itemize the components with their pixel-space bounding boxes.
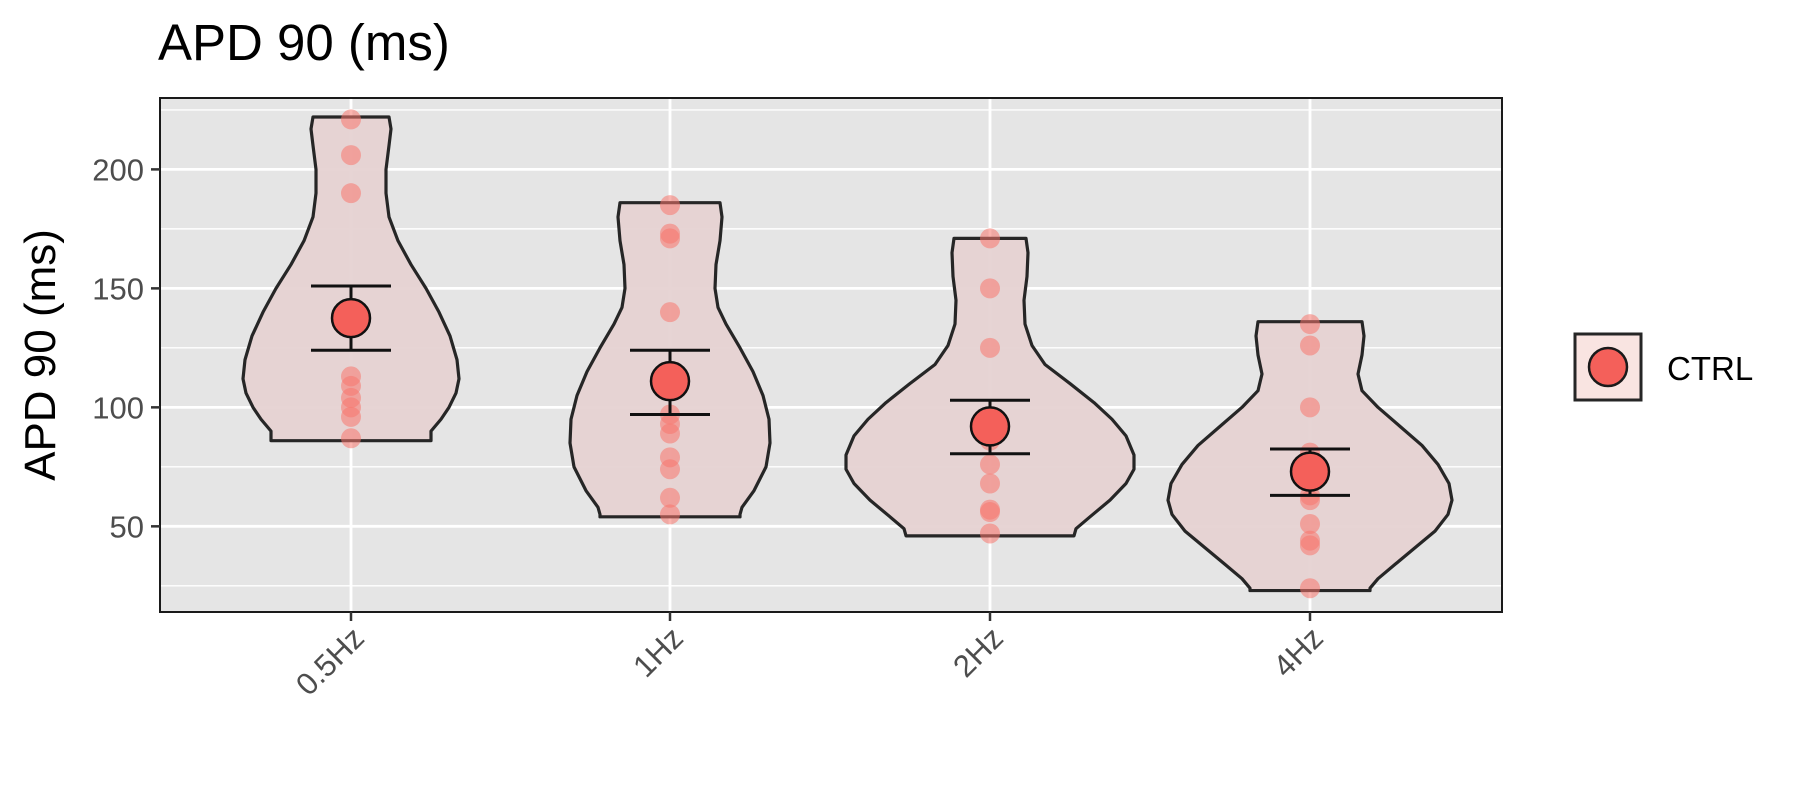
data-point (1300, 314, 1320, 335)
y-tick-label: 100 (92, 390, 144, 425)
data-point (660, 423, 680, 444)
plot-border (159, 97, 1503, 613)
mean-point (969, 406, 1011, 447)
chart-title: APD 90 (ms) (158, 14, 450, 71)
mean-error-bars (311, 284, 1350, 497)
mean-point (649, 360, 691, 402)
data-point (980, 473, 1000, 494)
y-tick-label: 150 (92, 271, 144, 306)
data-point (660, 504, 680, 525)
data-point (660, 487, 680, 508)
data-point (341, 183, 361, 204)
x-tick-label: 4Hz (1266, 620, 1330, 684)
legend-label-ctrl: CTRL (1667, 350, 1753, 387)
data-point (1300, 397, 1320, 418)
data-point (341, 428, 361, 449)
data-point (980, 523, 1000, 544)
data-point (660, 302, 680, 323)
data-point (341, 145, 361, 166)
data-points (341, 109, 1320, 599)
legend: CTRL (1573, 332, 1753, 402)
x-tick-label: 1Hz (626, 620, 690, 684)
data-point (1300, 513, 1320, 534)
data-point (341, 109, 361, 130)
data-point (1300, 578, 1320, 599)
data-point (980, 228, 1000, 249)
y-tick-label: 50 (110, 509, 144, 544)
data-point (980, 502, 1000, 523)
x-tick-label: 2Hz (946, 620, 1010, 684)
data-point (660, 228, 680, 249)
data-point (1300, 335, 1320, 356)
violin-0.5Hz (241, 115, 461, 443)
legend-key-point (1587, 346, 1629, 388)
mean-point (330, 297, 372, 339)
data-point (980, 337, 1000, 358)
data-point (660, 459, 680, 480)
y-axis-label: APD 90 (ms) (16, 229, 65, 481)
violin-2Hz (844, 236, 1136, 538)
data-point (341, 406, 361, 427)
data-point (980, 454, 1000, 475)
x-tick-label: 0.5Hz (289, 620, 371, 702)
mean-point (1289, 451, 1331, 492)
y-tick-label: 200 (92, 152, 144, 187)
data-point (980, 278, 1000, 299)
data-point (1300, 535, 1320, 556)
data-point (660, 195, 680, 216)
